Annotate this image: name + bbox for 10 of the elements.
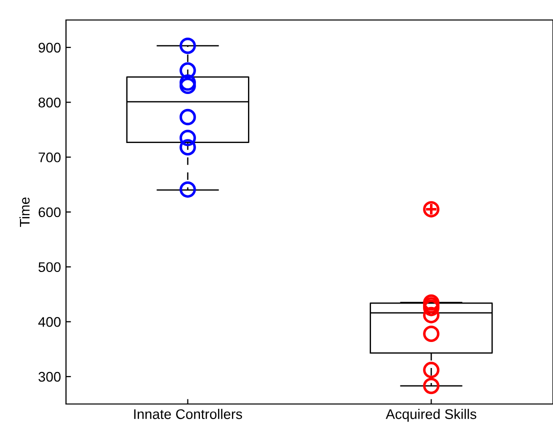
y-tick-label: 400 (38, 317, 61, 327)
y-axis-title: Time (19, 197, 30, 227)
y-tick-label: 800 (38, 98, 61, 108)
y-tick-label: 600 (38, 207, 61, 218)
y-tick-label: 700 (38, 152, 61, 162)
y-tick-label: 500 (38, 262, 61, 272)
y-tick-label: 900 (38, 42, 61, 53)
x-tick-label: Innate Controllers (134, 408, 242, 420)
y-tick-label: 300 (38, 372, 61, 382)
x-tick-label: Acquired Skills (386, 408, 476, 422)
